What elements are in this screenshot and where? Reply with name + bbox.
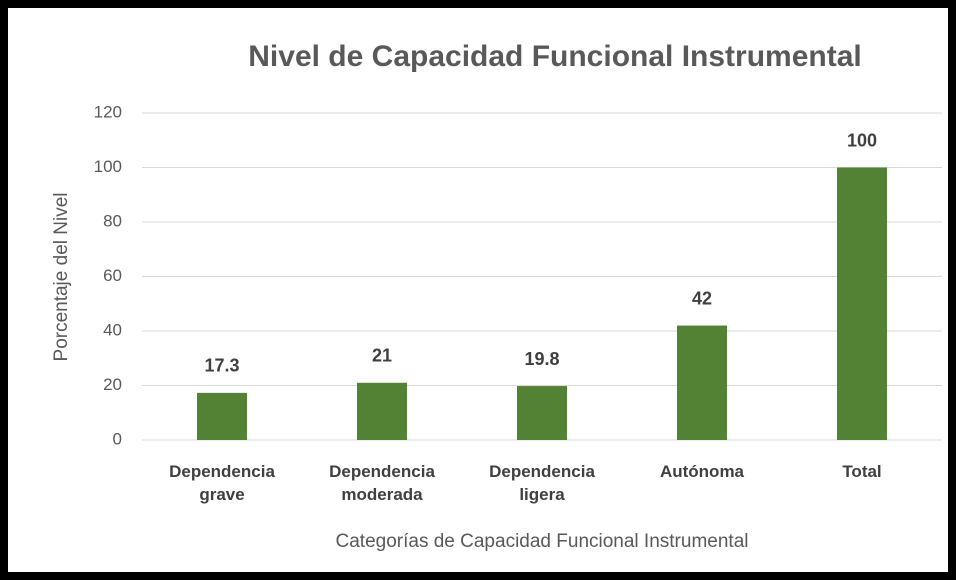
y-tick-label: 80 — [103, 211, 122, 230]
bar — [357, 382, 407, 440]
y-tick-label: 120 — [94, 102, 122, 121]
bar — [837, 167, 887, 440]
bar — [677, 325, 727, 440]
x-tick-label: Dependencia ligera — [489, 462, 595, 504]
y-tick-label: 40 — [103, 320, 122, 339]
data-label: 42 — [692, 288, 712, 308]
data-label: 17.3 — [204, 356, 239, 376]
x-tick-label: Total — [842, 462, 882, 481]
x-tick-label: Dependencia grave — [169, 462, 275, 504]
y-tick-label: 20 — [103, 375, 122, 394]
y-tick-label: 0 — [113, 429, 122, 448]
x-tick-label: Autónoma — [659, 462, 745, 481]
x-axis-title: Categorías de Capacidad Funcional Instru… — [336, 531, 749, 552]
data-label: 100 — [847, 130, 877, 150]
bar — [517, 386, 567, 440]
data-label: 19.8 — [524, 349, 559, 369]
y-tick-label: 60 — [103, 266, 122, 285]
data-label: 21 — [372, 346, 392, 366]
bar — [197, 392, 247, 440]
chart-title: Nivel de Capacidad Funcional Instrumenta… — [248, 40, 861, 73]
x-tick-label: Dependencia moderada — [329, 462, 435, 504]
y-axis-title: Porcentaje del Nivel — [51, 193, 72, 362]
y-tick-label: 100 — [94, 157, 122, 176]
